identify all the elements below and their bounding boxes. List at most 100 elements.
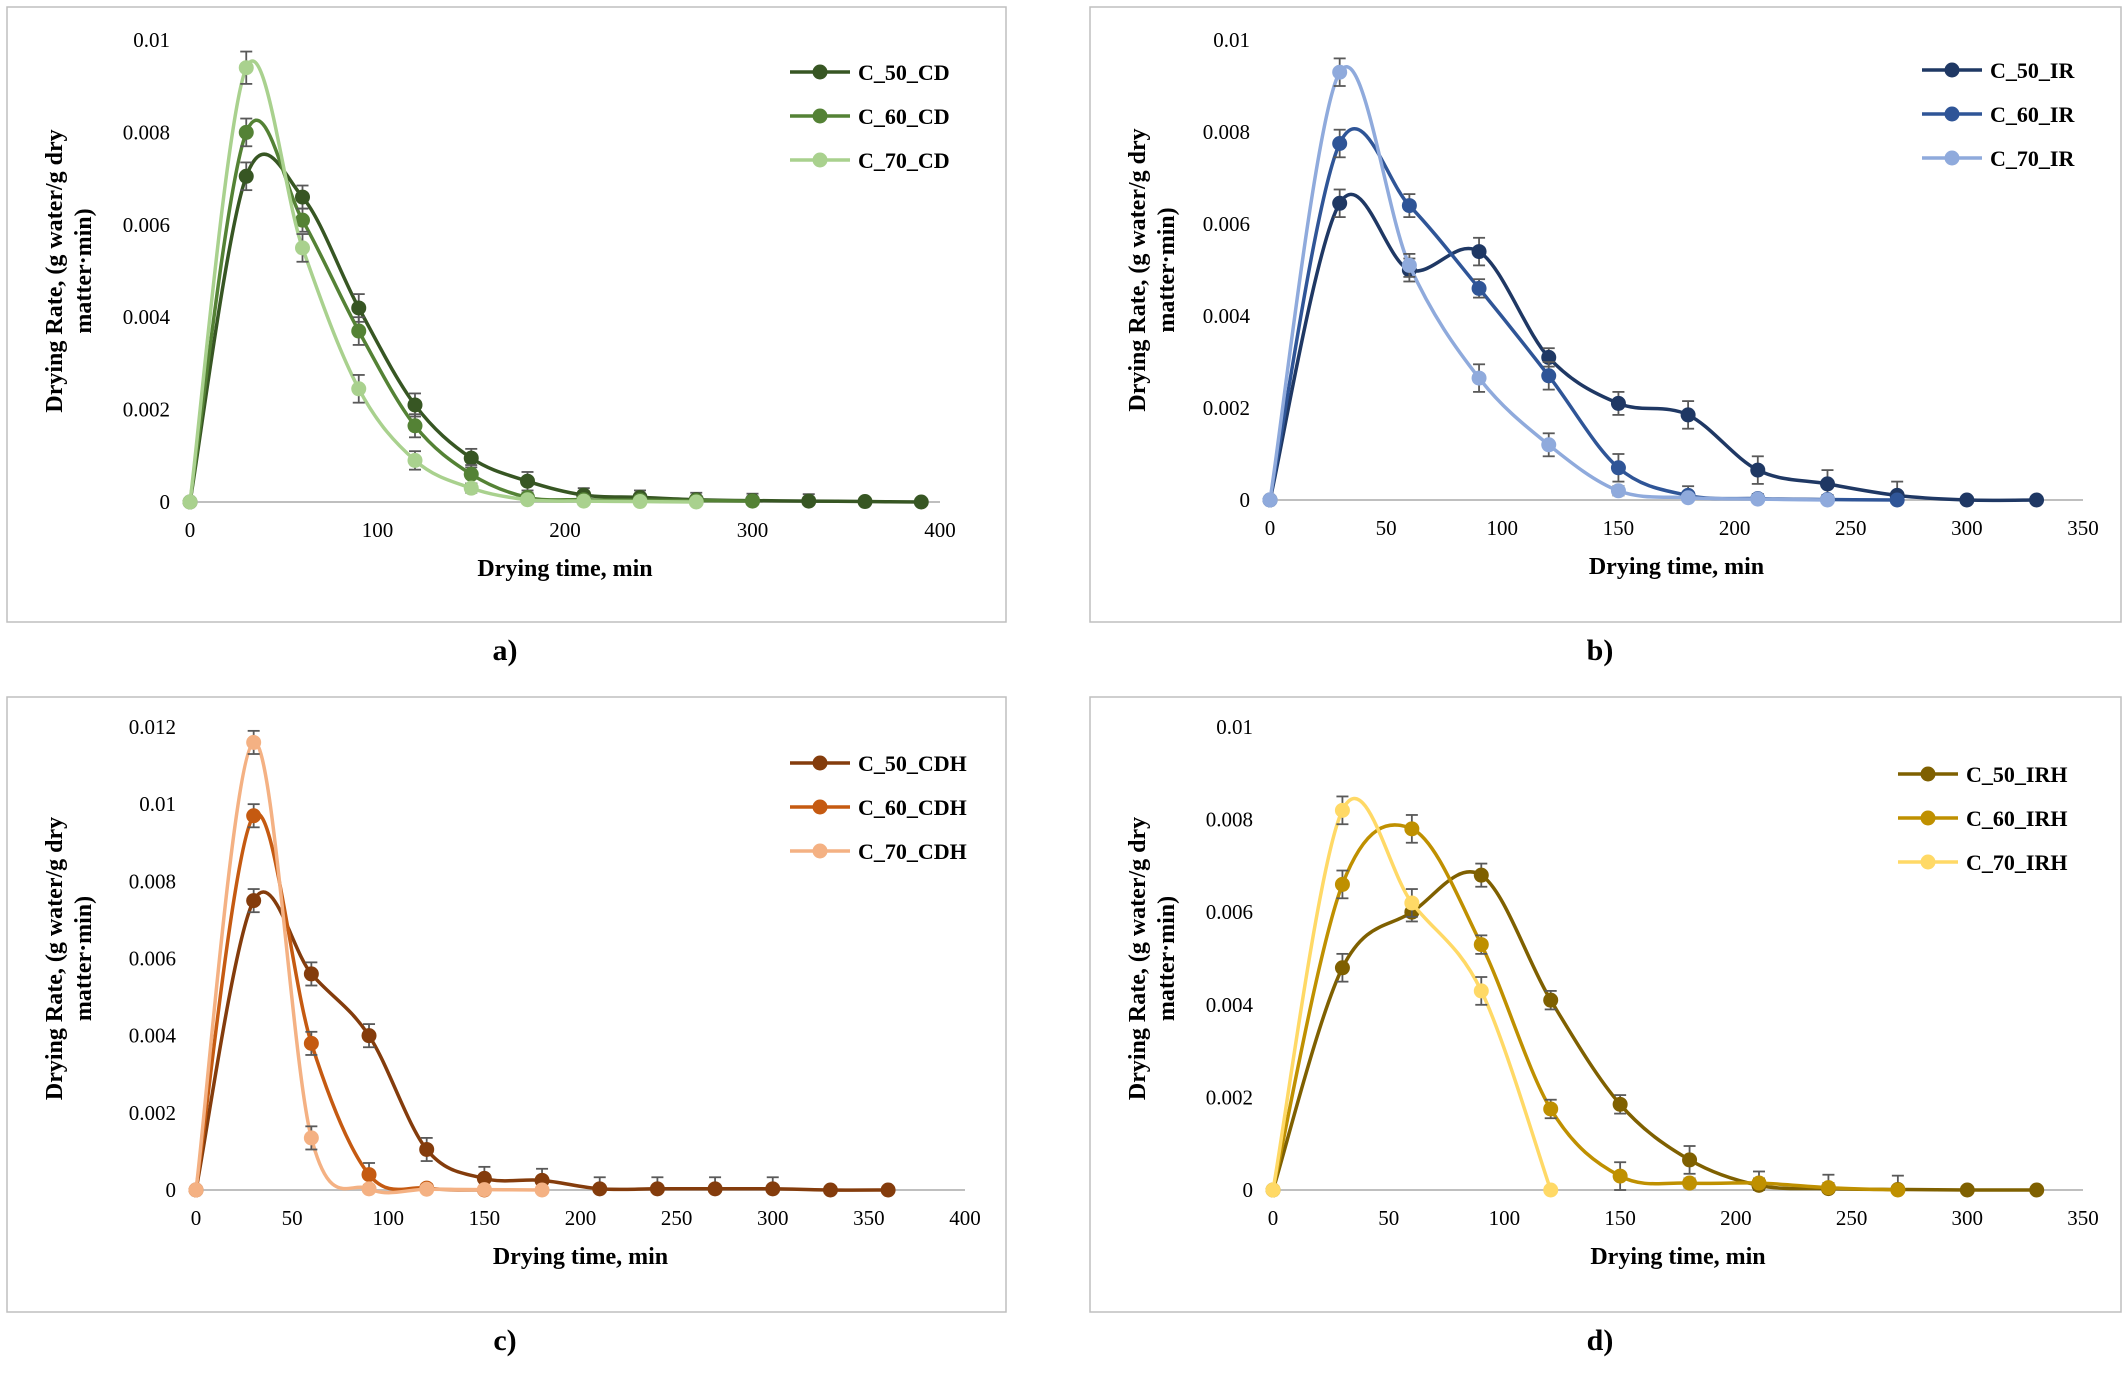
data-point bbox=[1682, 1152, 1698, 1168]
data-point bbox=[1750, 462, 1766, 478]
x-axis-title: Drying time, min bbox=[1590, 1244, 1765, 1270]
data-point bbox=[303, 966, 319, 982]
x-tick-label: 50 bbox=[1376, 516, 1397, 540]
legend-marker bbox=[1920, 854, 1936, 870]
data-point bbox=[351, 323, 367, 339]
legend-entry: C_70_IR bbox=[1922, 146, 2075, 171]
data-point bbox=[407, 397, 423, 413]
x-tick-label: 350 bbox=[2067, 516, 2099, 540]
x-tick-label: 350 bbox=[2067, 1206, 2099, 1230]
chart-frame bbox=[1089, 696, 2122, 1313]
legend-entry: C_60_IRH bbox=[1898, 806, 2067, 831]
data-point bbox=[303, 1130, 319, 1146]
data-point bbox=[246, 734, 262, 750]
data-point bbox=[1332, 195, 1348, 211]
x-tick-label: 50 bbox=[282, 1206, 303, 1230]
data-point bbox=[295, 189, 310, 205]
data-point bbox=[1680, 407, 1696, 423]
data-point bbox=[1332, 64, 1348, 80]
x-tick-label: 0 bbox=[1265, 516, 1276, 540]
data-point bbox=[1334, 960, 1350, 976]
y-tick-label: 0.002 bbox=[1206, 1085, 1253, 1109]
data-point bbox=[1610, 395, 1626, 411]
x-tick-label: 400 bbox=[924, 518, 956, 542]
y-tick-label: 0.01 bbox=[1216, 715, 1253, 739]
data-point bbox=[520, 473, 535, 489]
data-point bbox=[649, 1181, 665, 1197]
legend-marker bbox=[1920, 766, 1936, 782]
legend-marker bbox=[1944, 106, 1960, 122]
data-point bbox=[1265, 1182, 1281, 1198]
y-tick-label: 0 bbox=[1243, 1178, 1254, 1202]
data-point bbox=[2029, 1182, 2045, 1198]
series-line bbox=[194, 811, 485, 1192]
data-point bbox=[476, 1170, 492, 1186]
x-tick-label: 200 bbox=[1720, 1206, 1752, 1230]
y-axis-title-line: Drying Rate, (g water/g dry bbox=[42, 817, 68, 1100]
legend-label: C_50_CDH bbox=[858, 751, 967, 776]
x-tick-label: 150 bbox=[1604, 1206, 1636, 1230]
data-point bbox=[857, 494, 873, 510]
x-tick-label: 200 bbox=[1719, 516, 1751, 540]
data-point bbox=[351, 381, 367, 397]
y-tick-label: 0.002 bbox=[123, 398, 170, 422]
y-axis-title: Drying Rate, (g water/g dry matter·min) bbox=[42, 129, 97, 412]
data-point bbox=[1890, 1182, 1906, 1198]
y-axis-title-line: Drying Rate, (g water/g dry bbox=[42, 129, 68, 412]
data-point bbox=[1471, 280, 1487, 296]
data-point bbox=[303, 1035, 319, 1051]
legend-marker bbox=[1920, 810, 1936, 826]
y-tick-label: 0.01 bbox=[1213, 28, 1250, 52]
y-tick-label: 0.008 bbox=[123, 120, 170, 144]
legend-entry: C_60_CDH bbox=[790, 795, 967, 820]
y-tick-label: 0.012 bbox=[129, 715, 176, 739]
y-axis-title: Drying Rate, (g water/g dry matter·min) bbox=[42, 817, 97, 1100]
x-axis-title: Drying time, min bbox=[493, 1244, 668, 1270]
data-point bbox=[476, 1182, 492, 1198]
x-tick-label: 50 bbox=[1378, 1206, 1399, 1230]
data-point bbox=[1959, 492, 1975, 508]
y-axis-title-line: matter·min) bbox=[71, 208, 97, 333]
y-tick-label: 0.006 bbox=[129, 947, 176, 971]
data-point bbox=[576, 493, 592, 509]
data-point bbox=[1401, 198, 1417, 214]
x-tick-label: 300 bbox=[1951, 516, 1983, 540]
y-tick-label: 0.002 bbox=[1203, 396, 1250, 420]
data-point bbox=[1473, 867, 1489, 883]
y-tick-label: 0.004 bbox=[129, 1024, 177, 1048]
chart-panel-c: 0 50 100 150 200 250 300 350 400 0 0.002 0.004 0.006… bbox=[6, 696, 1007, 1357]
x-tick-label: 350 bbox=[853, 1206, 885, 1230]
legend-entry: C_70_IRH bbox=[1898, 850, 2067, 875]
data-point bbox=[1543, 1182, 1559, 1198]
data-point bbox=[1541, 437, 1557, 453]
series-C_70_CD bbox=[182, 50, 704, 510]
data-point bbox=[295, 240, 310, 256]
data-point bbox=[1680, 490, 1696, 506]
x-axis-title: Drying time, min bbox=[1589, 554, 1764, 580]
data-point bbox=[361, 1028, 377, 1044]
data-point bbox=[1541, 368, 1557, 384]
legend-label: C_60_IRH bbox=[1966, 806, 2067, 831]
legend-label: C_50_IRH bbox=[1966, 762, 2067, 787]
chart-panel-d: 0 50 100 150 200 250 300 350 0 0.002 0.004 0.006 0.0… bbox=[1089, 696, 2122, 1357]
legend-label: C_60_CD bbox=[858, 104, 950, 129]
data-point bbox=[1334, 876, 1350, 892]
y-axis-title: Drying Rate, (g water/g dry matter·min) bbox=[1125, 128, 1180, 411]
legend-label: C_70_IR bbox=[1990, 146, 2075, 171]
legend-label: C_60_IR bbox=[1990, 102, 2075, 127]
y-tick-label: 0.01 bbox=[133, 28, 170, 52]
series-C_70_IR bbox=[1262, 57, 1835, 508]
legend-marker bbox=[1944, 150, 1960, 166]
y-tick-label: 0.008 bbox=[129, 869, 176, 893]
legend-marker bbox=[812, 108, 828, 124]
data-point bbox=[182, 494, 198, 510]
data-point bbox=[1820, 1180, 1836, 1196]
legend-entry: C_50_IR bbox=[1922, 58, 2075, 83]
data-point bbox=[1751, 1175, 1767, 1191]
y-axis-title-line: matter·min) bbox=[1154, 896, 1180, 1021]
x-tick-label: 250 bbox=[1836, 1206, 1868, 1230]
legend-entry: C_60_IR bbox=[1922, 102, 2075, 127]
y-tick-label: 0.004 bbox=[1203, 304, 1251, 328]
panel-caption: c) bbox=[493, 1324, 516, 1357]
y-tick-label: 0 bbox=[1240, 488, 1251, 512]
